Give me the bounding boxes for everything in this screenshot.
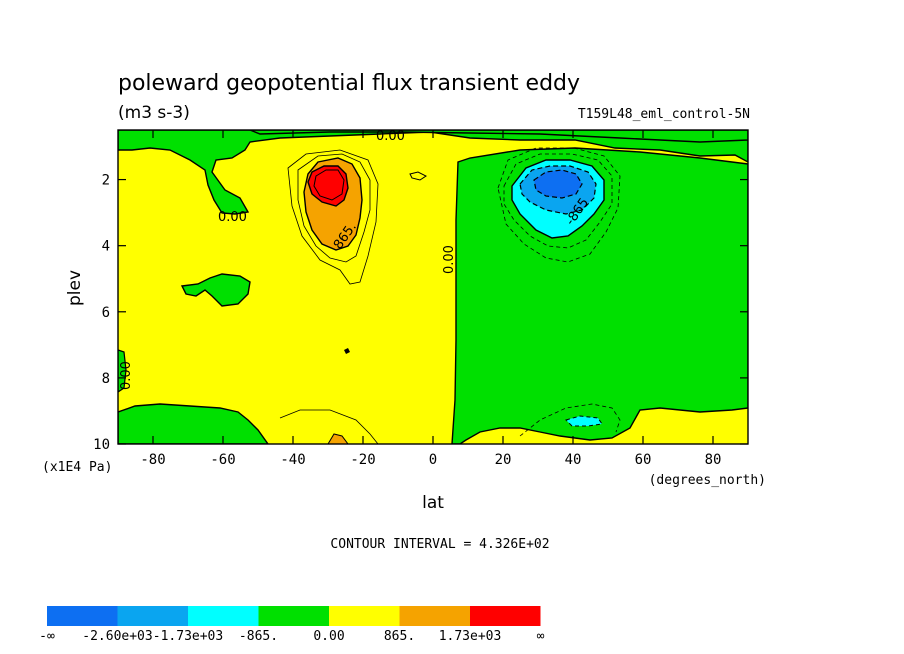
contour-positive-south (279, 409, 379, 444)
colorbar: -∞ -2.60e+03 -1.73e+03 -865. 0.00 865. 1.73e+0… (39, 606, 545, 644)
x-axis-ticks: -80 -60 -40 -20 0 20 40 60 80 (140, 130, 721, 468)
x-tick-label: -20 (350, 452, 375, 468)
fill-positive-small (327, 433, 349, 444)
colorbar-label: 0.00 (313, 629, 344, 644)
x-tick-label: -40 (280, 452, 305, 468)
contour-positive-thin-1 (297, 153, 371, 263)
fill-negative-2600 (533, 169, 583, 199)
contour-positive-thin-2 (287, 149, 379, 285)
plot-area: 0.00 0.00 0.00 0.00 865. -865 (117, 129, 749, 445)
y-axis-units: (x1E4 Pa) (42, 460, 112, 475)
contour-positive-inner (313, 169, 345, 201)
y-tick-label: 10 (93, 437, 110, 453)
y-tick-label: 6 (102, 305, 110, 321)
contour-label-zero-center: 0.00 (442, 245, 457, 274)
x-tick-label: -60 (210, 452, 235, 468)
colorbar-swatch (117, 606, 188, 626)
contour-label-zero-left: 0.00 (218, 210, 247, 225)
contour-interval-label: CONTOUR INTERVAL = 4.326E+02 (330, 537, 549, 552)
colorbar-label: ∞ (537, 629, 545, 644)
colorbar-swatch (329, 606, 400, 626)
contour-label-zero-top: 0.00 (376, 129, 405, 144)
y-tick-label: 2 (102, 173, 110, 189)
colorbar-label: 865. (384, 629, 415, 644)
colorbar-swatch (188, 606, 259, 626)
x-tick-label: 60 (635, 452, 652, 468)
x-tick-label: 0 (429, 452, 437, 468)
y-tick-label: 4 (102, 239, 110, 255)
dataset-label: T159L48_eml_control-5N (578, 107, 750, 122)
colorbar-label: -865. (239, 629, 278, 644)
fill-negative-south (565, 415, 603, 427)
x-tick-label: 20 (495, 452, 512, 468)
fill-green-bottom-left (118, 403, 269, 444)
contour-negative-south-1 (519, 403, 621, 437)
colorbar-swatch (399, 606, 470, 626)
y-axis-ticks: 2 4 6 8 10 (93, 173, 748, 453)
colorbar-swatch (258, 606, 329, 626)
y-axis-label: plev (65, 270, 85, 306)
colorbar-swatch (47, 606, 118, 626)
chart-units: (m3 s-3) (118, 103, 190, 123)
contour-negative-thin-2 (497, 147, 621, 263)
colorbar-label: -1.73e+03 (153, 629, 223, 644)
x-axis-units: (degrees_north) (649, 473, 766, 488)
colorbar-label: -2.60e+03 (82, 629, 152, 644)
x-tick-label: 80 (705, 452, 722, 468)
fill-green-blob (180, 273, 251, 307)
x-tick-label: -80 (140, 452, 165, 468)
x-tick-label: 40 (565, 452, 582, 468)
x-axis-label: lat (422, 493, 444, 513)
contour-small-dot (344, 348, 350, 354)
y-tick-label: 8 (102, 371, 110, 387)
colorbar-swatch (470, 606, 541, 626)
colorbar-label: -∞ (39, 629, 55, 644)
fill-green-east (451, 147, 748, 444)
fill-green-west-edge (118, 349, 127, 393)
fill-green-top-strip (249, 130, 748, 143)
contour-label-zero-west: 0.00 (119, 361, 134, 390)
chart-title: poleward geopotential flux transient edd… (118, 71, 580, 96)
contour-small-loop (409, 171, 427, 181)
colorbar-label: 1.73e+03 (439, 629, 502, 644)
